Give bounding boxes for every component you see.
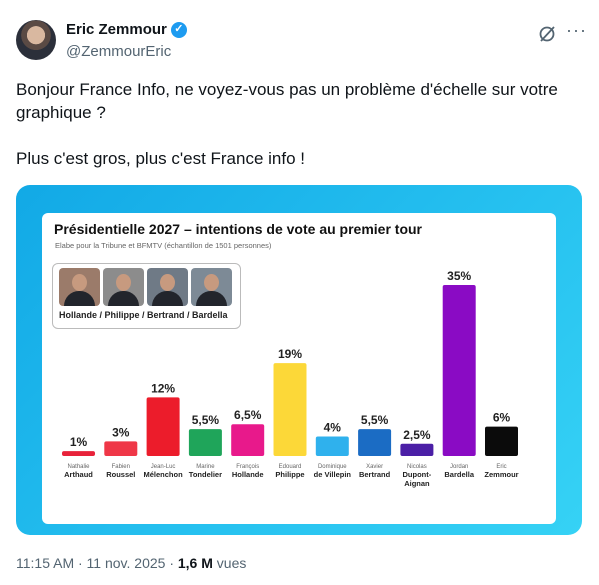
- category-last-6: de Villepin: [314, 470, 352, 479]
- tweet-text: Bonjour France Info, ne voyez-vous pas u…: [16, 78, 576, 170]
- category-last-8: Dupont-: [403, 470, 432, 479]
- chart-card: Présidentielle 2027 – intentions de vote…: [42, 213, 556, 524]
- value-label-10: 6%: [493, 411, 511, 425]
- tweet-footer: 11:15 AM · 11 nov. 2025 · 1,6 M vues: [16, 555, 246, 571]
- value-label-2: 12%: [151, 381, 175, 395]
- category-first-10: Eric: [496, 464, 506, 470]
- bar-6: [315, 436, 349, 456]
- category-first-3: Marine: [196, 464, 215, 470]
- bar-8: [400, 443, 434, 456]
- scenario-box: Hollande / Philippe / Bertrand / Bardell…: [52, 263, 241, 329]
- category-last-4: Hollande: [232, 470, 264, 479]
- grok-icon[interactable]: [537, 24, 557, 44]
- bar-1: [104, 441, 138, 456]
- candidate-photo-bertrand: [147, 268, 188, 306]
- value-label-0: 1%: [70, 435, 88, 449]
- tweet-text-line-2: Plus c'est gros, plus c'est France info …: [16, 149, 305, 168]
- bar-4: [231, 424, 265, 456]
- category-last-10: Zemmour: [484, 470, 518, 479]
- chart-title: Présidentielle 2027 – intentions de vote…: [54, 221, 423, 237]
- category-last-7: Bertrand: [359, 470, 391, 479]
- bar-7: [358, 429, 392, 456]
- category-first-9: Jordan: [450, 464, 468, 470]
- views-label: vues: [212, 555, 247, 571]
- candidate-photo-hollande: [59, 268, 100, 306]
- value-label-4: 6,5%: [234, 408, 262, 422]
- bar-5: [273, 363, 307, 456]
- category-first-2: Jean-Luc: [151, 464, 176, 470]
- bar-3: [188, 429, 222, 456]
- author-name[interactable]: Eric Zemmour: [66, 21, 167, 38]
- value-label-3: 5,5%: [192, 413, 220, 427]
- category-first-4: François: [236, 464, 259, 470]
- value-label-1: 3%: [112, 425, 130, 439]
- bar-10: [485, 426, 518, 456]
- category-first-0: Nathalie: [67, 464, 90, 470]
- category-first-1: Fabien: [112, 464, 130, 470]
- category-first-7: Xavier: [366, 464, 383, 470]
- view-count: 1,6 M: [177, 555, 213, 571]
- category-last-1: Roussel: [106, 470, 135, 479]
- verified-badge-icon: ✓: [170, 21, 187, 38]
- author-handle[interactable]: @ZemmourEric: [66, 43, 172, 60]
- category-last-2: Mélenchon: [144, 470, 184, 479]
- tweet-media[interactable]: Présidentielle 2027 – intentions de vote…: [16, 185, 582, 535]
- category-first-8: Nicolas: [407, 464, 427, 470]
- category-last-3: Tondelier: [189, 470, 222, 479]
- value-label-5: 19%: [278, 347, 302, 361]
- tweet-text-line-1: Bonjour France Info, ne voyez-vous pas u…: [16, 80, 558, 122]
- category-first-6: Dominique: [318, 464, 347, 470]
- value-label-6: 4%: [324, 420, 342, 434]
- category-last-0: Arthaud: [64, 470, 93, 479]
- more-options-icon[interactable]: ···: [566, 20, 587, 40]
- bar-9: [442, 285, 476, 456]
- candidate-photo-bardella: [191, 268, 232, 306]
- value-label-9: 35%: [447, 269, 471, 283]
- category-last-9: Bardella: [444, 470, 474, 479]
- author-name-row[interactable]: Eric Zemmour ✓: [66, 21, 187, 38]
- author-avatar[interactable]: [16, 20, 56, 60]
- bar-2: [146, 397, 180, 456]
- candidate-photo-philippe: [103, 268, 144, 306]
- scenario-label: Hollande / Philippe / Bertrand / Bardell…: [59, 310, 228, 320]
- value-label-7: 5,5%: [361, 413, 389, 427]
- value-label-8: 2,5%: [403, 428, 431, 442]
- chart-subtitle: Elabe pour la Tribune et BFMTV (échantil…: [55, 241, 272, 250]
- tweet-timestamp[interactable]: 11:15 AM · 11 nov. 2025 ·: [16, 555, 178, 571]
- category-last-5: Philippe: [275, 470, 304, 479]
- category-first-5: Edouard: [279, 464, 302, 470]
- bar-0: [62, 451, 95, 456]
- category-last2-8: Aignan: [404, 479, 430, 488]
